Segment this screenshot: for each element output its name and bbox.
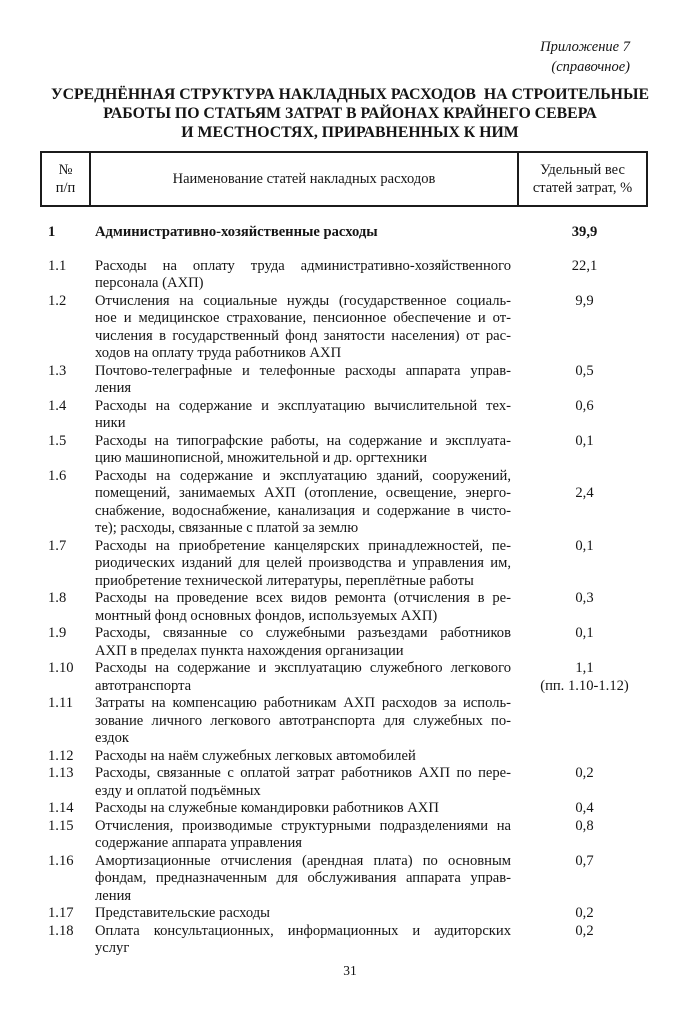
- table-row-1-12: 1.12 Расходы на наём служебных легковых …: [0, 748, 700, 766]
- table-row-1-4: 1.4 Расходы на содержание и эксплуатацию…: [0, 398, 700, 433]
- row-number: 1.15: [48, 817, 74, 834]
- table-header: № п/п Наименование статей накладных расхо…: [40, 151, 648, 207]
- row-number: 1.11: [48, 695, 73, 711]
- row-text: Расходы на типографские работы, на содер…: [95, 432, 511, 467]
- row-value: 1,1 (пп. 1.10-1.12): [540, 660, 629, 694]
- row-value: 0,5: [575, 362, 594, 379]
- row-text: Оплата консультационных, информационных …: [95, 922, 511, 957]
- row-text: Расходы, связанные со служебными разъезд…: [95, 625, 511, 659]
- row-value: 0,6: [575, 397, 594, 414]
- row-number: 1.18: [48, 922, 74, 939]
- table-row-1-7: 1.7 Расходы на приобретение канцелярских…: [0, 538, 700, 591]
- appendix-label: Приложение 7: [540, 39, 630, 55]
- row-value: 0,8: [575, 817, 594, 834]
- row-number: 1.9: [48, 625, 67, 641]
- table-row-1-9: 1.9 Расходы, связанные со служебными раз…: [0, 625, 700, 660]
- table-row-1-18: 1.18 Оплата консультационных, информацио…: [0, 923, 700, 958]
- row-number: 1.1: [48, 257, 67, 274]
- row-value: 0,2: [575, 922, 594, 939]
- table-header-cell-name: Наименование статей накладных расходов: [91, 153, 519, 205]
- table-header-name-label: Наименование статей накладных расходов: [172, 171, 436, 187]
- appendix-reference-note: (справочное): [551, 59, 630, 75]
- table-row-1-8: 1.8 Расходы на проведение всех видов рем…: [0, 590, 700, 625]
- table-row-1-17: 1.17 Представительские расходы 0,2: [0, 905, 700, 923]
- table-row-1-6: 1.6 Расходы на содержание и эксплуатацию…: [0, 468, 700, 538]
- row-text: Представительские расходы: [95, 905, 270, 921]
- row-value: 0,1: [575, 625, 594, 641]
- row-number: 1.6: [48, 467, 67, 484]
- row-value: 0,2: [575, 905, 594, 921]
- row-text: Расходы на содержание и эксплуатацию зда…: [95, 467, 511, 537]
- row-text: Отчисления, производимые структурными по…: [95, 817, 511, 852]
- row-text: Расходы, связанные с оплатой затрат рабо…: [95, 765, 511, 799]
- appendix-note: Приложение 7 (справочное): [540, 37, 630, 77]
- row-number: 1.10: [48, 660, 74, 676]
- table-row-1-10: 1.10 Расходы на содержание и эксплуатаци…: [0, 660, 700, 695]
- table-row-1-3: 1.3 Почтово-телеграфные и телефонные рас…: [0, 363, 700, 398]
- row-value: 0,1: [575, 537, 594, 554]
- row-value: 0,7: [575, 852, 594, 869]
- row-text: Амортизационные отчисления (арендная пла…: [95, 852, 511, 904]
- row-text: Расходы на наём служебных легковых автом…: [95, 747, 416, 764]
- row-number: 1.4: [48, 397, 67, 414]
- row-value: 0,3: [575, 590, 594, 606]
- row-value: 39,9: [571, 224, 598, 240]
- row-text: Расходы на служебные командировки работн…: [95, 800, 439, 816]
- row-text: Административно-хозяйственные расходы: [95, 224, 378, 240]
- row-number: 1.12: [48, 747, 74, 764]
- row-value: 0,2: [575, 765, 594, 781]
- row-text: Расходы на приобретение канцелярских при…: [95, 537, 511, 589]
- row-text: Отчисления на социальные нужды (государс…: [95, 292, 511, 362]
- row-text: Расходы на содержание и эксплуатацию слу…: [95, 660, 511, 694]
- row-number: 1.17: [48, 905, 74, 921]
- page-number: 31: [343, 963, 357, 978]
- row-value: 9,9: [575, 292, 594, 309]
- row-number: 1.2: [48, 292, 67, 309]
- row-value: 0,1: [575, 432, 594, 449]
- row-number: 1.14: [48, 800, 74, 816]
- table-row-1-2: 1.2 Отчисления на социальные нужды (госу…: [0, 293, 700, 363]
- row-value: 0,4: [575, 800, 594, 816]
- row-text: Расходы на проведение всех видов ремонта…: [95, 590, 511, 624]
- row-number: 1.8: [48, 590, 67, 606]
- table-body: 1 Административно-хозяйственные расходы …: [0, 224, 700, 958]
- table-row-1-16: 1.16 Амортизационные отчисления (арендна…: [0, 853, 700, 906]
- table-row-1-13: 1.13 Расходы, связанные с оплатой затрат…: [0, 765, 700, 800]
- table-row-1-14: 1.14 Расходы на служебные командировки р…: [0, 800, 700, 818]
- table-row-1-1: 1.1 Расходы на оплату труда администрати…: [0, 258, 700, 293]
- row-number: 1.13: [48, 765, 74, 781]
- row-text: Расходы на содержание и эксплуатацию выч…: [95, 397, 511, 432]
- row-text: Расходы на оплату труда административно-…: [95, 257, 511, 292]
- table-row-1-11: 1.11 Затраты на компенсацию работникам А…: [0, 695, 700, 748]
- row-number: 1.3: [48, 362, 67, 379]
- row-number: 1.5: [48, 432, 67, 449]
- row-number: 1: [48, 224, 56, 240]
- row-value: 22,1: [571, 257, 598, 274]
- row-text: Затраты на компенсацию работникам АХП ра…: [95, 695, 511, 746]
- table-row-1-5: 1.5 Расходы на типографские работы, на с…: [0, 433, 700, 468]
- row-text: Почтово-телеграфные и телефонные расходы…: [95, 362, 511, 397]
- table-header-cell-weight: Удельный вес статей затрат, %: [532, 162, 633, 196]
- row-number: 1.16: [48, 852, 74, 869]
- row-number: 1.7: [48, 537, 67, 554]
- table-row-1-15: 1.15 Отчисления, производимые структурны…: [0, 818, 700, 853]
- row-value: 2,4: [575, 485, 594, 501]
- table-header-cell-number: № п/п: [42, 153, 91, 205]
- table-row-section-1: 1 Административно-хозяйственные расходы …: [0, 224, 700, 242]
- page-title: УСРЕДНЁННАЯ СТРУКТУРА НАКЛАДНЫХ РАСХОДОВ…: [50, 86, 649, 141]
